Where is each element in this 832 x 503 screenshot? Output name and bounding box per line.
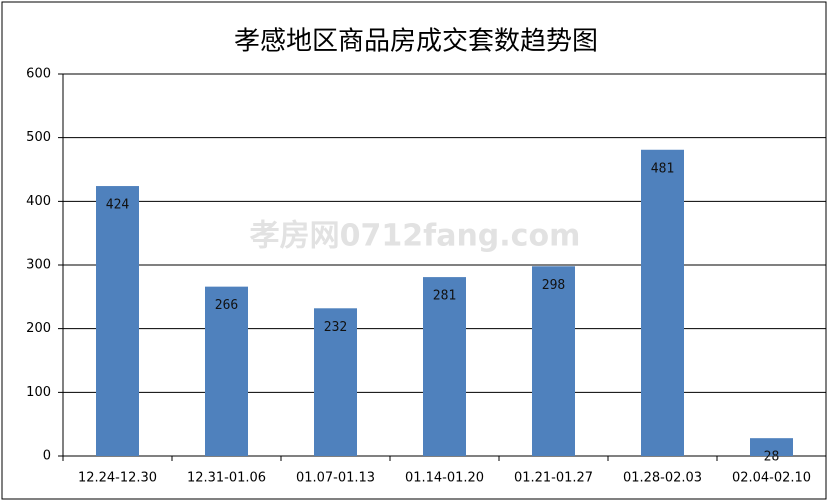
y-tick-label: 100: [26, 385, 51, 400]
y-tick-label: 300: [26, 258, 51, 273]
value-label: 266: [215, 298, 238, 313]
bar: [532, 266, 575, 456]
value-label: 481: [651, 161, 674, 176]
bar: [423, 277, 466, 456]
bar: [96, 186, 139, 456]
x-tick-label: 12.24-12.30: [78, 471, 157, 486]
bar: [205, 286, 248, 456]
y-tick-label: 500: [26, 130, 51, 145]
y-tick-label: 0: [43, 449, 51, 464]
value-label: 232: [324, 320, 347, 335]
bar: [314, 308, 357, 456]
bar: [641, 149, 684, 456]
x-tick-label: 01.14-01.20: [405, 471, 484, 486]
value-label: 298: [542, 278, 565, 293]
value-label: 281: [433, 289, 456, 304]
x-tick-label: 02.04-02.10: [732, 471, 811, 486]
bar: [750, 438, 793, 456]
y-tick-label: 400: [26, 194, 51, 209]
x-tick-label: 01.21-01.27: [514, 471, 593, 486]
watermark: 孝房网0712fang.com: [250, 219, 581, 254]
x-tick-label: 12.31-01.06: [187, 471, 266, 486]
value-label: 28: [764, 450, 780, 465]
chart-title: 孝感地区商品房成交套数趋势图: [234, 27, 598, 57]
value-label: 424: [106, 198, 130, 213]
y-tick-label: 200: [26, 321, 51, 336]
x-tick-label: 01.28-02.03: [623, 471, 702, 486]
y-tick-label: 600: [26, 67, 51, 82]
x-tick-label: 01.07-01.13: [296, 471, 375, 486]
